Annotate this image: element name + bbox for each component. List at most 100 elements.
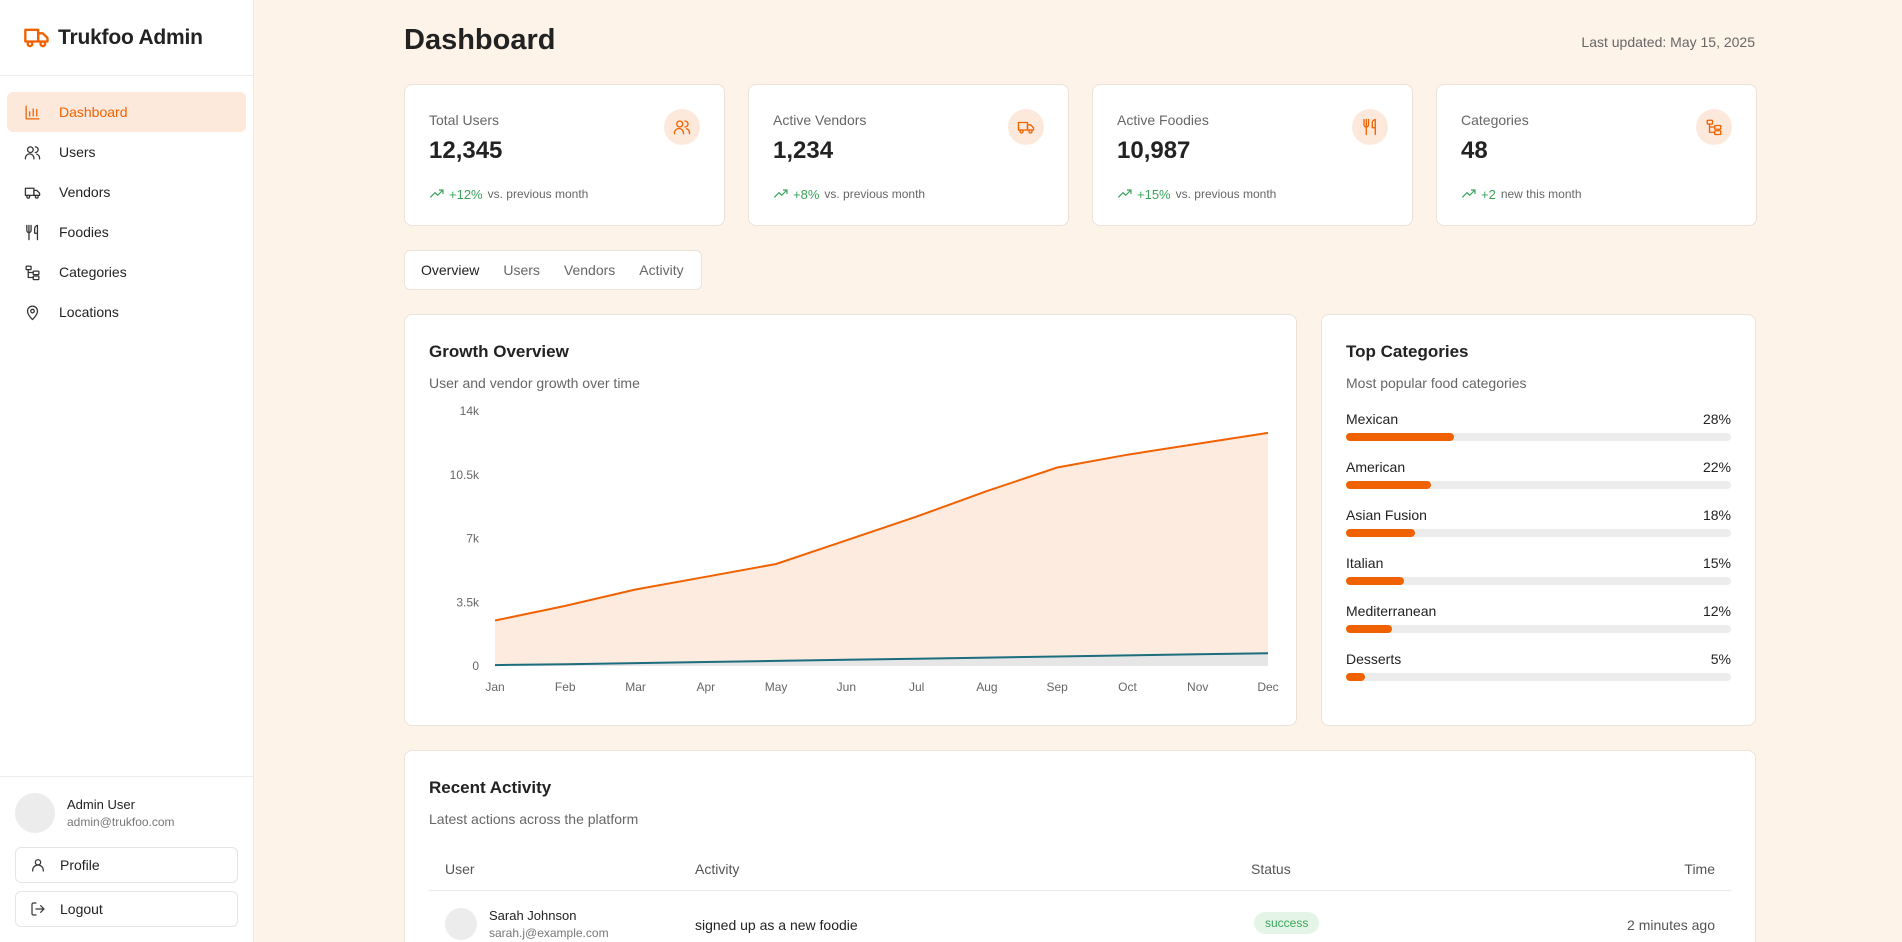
category-row: Italian 15% bbox=[1346, 555, 1731, 595]
sidebar-item-users[interactable]: Users bbox=[7, 132, 246, 172]
category-progress-track bbox=[1346, 577, 1731, 585]
sidebar-footer: Admin User admin@trukfoo.com Profile Log… bbox=[0, 776, 253, 942]
x-tick-label: Feb bbox=[555, 680, 576, 694]
y-tick-label: 14k bbox=[460, 404, 480, 418]
series-2-line bbox=[494, 652, 1269, 667]
growth-chart: 0 3.5k 7k 10.5k 14k Jan Feb Mar Apr May Jun Jul Aug S… bbox=[450, 404, 1279, 694]
tab-vendors[interactable]: Vendors bbox=[563, 262, 616, 278]
truck-icon bbox=[1017, 121, 1035, 134]
stat-trend: +15% vs. previous month bbox=[1117, 186, 1276, 202]
category-row: Mexican 28% bbox=[1346, 411, 1731, 451]
category-row: Desserts 5% bbox=[1346, 651, 1731, 691]
sidebar-item-label: Locations bbox=[59, 304, 119, 320]
brand[interactable]: Trukfoo Admin bbox=[0, 0, 253, 76]
status-badge: success bbox=[1254, 912, 1320, 934]
stat-label: Active Vendors bbox=[773, 112, 867, 128]
stat-value: 12,345 bbox=[429, 137, 503, 164]
y-tick-label: 0 bbox=[472, 659, 479, 673]
tab-users[interactable]: Users bbox=[503, 262, 540, 278]
trend-value: +8% bbox=[793, 186, 820, 202]
column-header-time: Time bbox=[1684, 861, 1715, 877]
truck-logo-icon bbox=[24, 28, 49, 47]
row-activity: signed up as a new foodie bbox=[695, 917, 858, 933]
utensils-icon bbox=[26, 224, 39, 240]
tab-activity[interactable]: Activity bbox=[639, 262, 684, 278]
category-name: American bbox=[1346, 459, 1406, 475]
stat-trend: +8% vs. previous month bbox=[773, 186, 925, 202]
category-progress-track bbox=[1346, 433, 1731, 441]
panel-subtitle: Most popular food categories bbox=[1346, 375, 1527, 391]
sidebar-item-categories[interactable]: Categories bbox=[7, 252, 246, 292]
trending-up-icon bbox=[1461, 189, 1476, 198]
sidebar-item-foodies[interactable]: Foodies bbox=[7, 212, 246, 252]
panel-title: Growth Overview bbox=[429, 342, 569, 361]
trend-value: +15% bbox=[1137, 186, 1171, 202]
category-progress-track bbox=[1346, 625, 1731, 633]
recent-activity-panel: Recent Activity Latest actions across th… bbox=[404, 750, 1756, 942]
category-percent: 18% bbox=[1702, 507, 1731, 523]
bar-chart-icon bbox=[25, 104, 40, 120]
map-pin-icon bbox=[26, 305, 39, 320]
column-header-activity: Activity bbox=[695, 861, 740, 877]
panel-title: Recent Activity bbox=[429, 778, 552, 797]
sidebar-item-label: Foodies bbox=[59, 224, 109, 240]
users-icon bbox=[24, 145, 41, 160]
category-name: Italian bbox=[1346, 555, 1384, 571]
category-percent: 22% bbox=[1702, 459, 1731, 475]
category-progress-fill bbox=[1346, 481, 1431, 489]
avatar bbox=[445, 908, 477, 940]
logout-button[interactable]: Logout bbox=[15, 891, 238, 927]
category-progress-fill bbox=[1346, 625, 1393, 633]
sidebar-item-locations[interactable]: Locations bbox=[7, 292, 246, 332]
last-updated: Last updated: May 15, 2025 bbox=[1581, 34, 1755, 50]
stat-trend: +12% vs. previous month bbox=[429, 186, 588, 202]
category-name: Asian Fusion bbox=[1346, 507, 1427, 523]
category-percent: 5% bbox=[1710, 651, 1731, 667]
stat-icon bbox=[1352, 109, 1388, 145]
stat-trend: +2 new this month bbox=[1461, 186, 1582, 202]
stat-value: 10,987 bbox=[1117, 137, 1191, 164]
folder-tree-icon bbox=[25, 264, 40, 280]
sidebar-item-label: Dashboard bbox=[59, 104, 128, 120]
sidebar-item-vendors[interactable]: Vendors bbox=[7, 172, 246, 212]
series-1-area bbox=[495, 432, 1268, 666]
category-name: Desserts bbox=[1346, 651, 1402, 667]
column-header-status: Status bbox=[1251, 861, 1291, 877]
x-tick-label: Jul bbox=[909, 680, 924, 694]
category-percent: 12% bbox=[1702, 603, 1731, 619]
profile-button[interactable]: Profile bbox=[15, 847, 238, 883]
trending-up-icon bbox=[1117, 189, 1132, 198]
x-tick-label: Mar bbox=[625, 680, 646, 694]
stat-card-active-vendors: Active Vendors 1,234 +8% vs. previous mo… bbox=[748, 84, 1069, 226]
table-row[interactable]: Sarah Johnson sarah.j@example.com signed… bbox=[429, 893, 1731, 942]
trend-note: vs. previous month bbox=[1175, 187, 1277, 201]
stat-card-categories: Categories 48 +2 new this month bbox=[1436, 84, 1757, 226]
category-row: Asian Fusion 18% bbox=[1346, 507, 1731, 547]
admin-name: Admin User bbox=[67, 797, 135, 812]
category-progress-fill bbox=[1346, 529, 1416, 537]
category-progress-track bbox=[1346, 529, 1731, 537]
y-tick-label: 7k bbox=[466, 532, 480, 546]
panel-subtitle: User and vendor growth over time bbox=[429, 375, 640, 391]
trend-value: +12% bbox=[449, 186, 483, 202]
stat-label: Categories bbox=[1461, 112, 1529, 128]
admin-email: admin@trukfoo.com bbox=[67, 815, 175, 829]
sidebar-item-label: Users bbox=[59, 144, 96, 160]
tab-overview[interactable]: Overview bbox=[421, 262, 480, 278]
category-progress-fill bbox=[1346, 673, 1366, 681]
category-progress-track bbox=[1346, 481, 1731, 489]
sidebar-item-dashboard[interactable]: Dashboard bbox=[7, 92, 246, 132]
trending-up-icon bbox=[429, 189, 444, 198]
stat-value: 1,234 bbox=[773, 137, 834, 164]
sidebar-item-label: Vendors bbox=[59, 184, 111, 200]
x-tick-label: Aug bbox=[976, 680, 997, 694]
utensils-icon bbox=[1363, 118, 1376, 136]
user-icon bbox=[32, 859, 44, 872]
y-tick-label: 10.5k bbox=[450, 468, 480, 482]
dashboard-tabs: Overview Users Vendors Activity bbox=[404, 250, 702, 290]
row-time: 2 minutes ago bbox=[1627, 917, 1715, 933]
table-header: User Activity Status Time bbox=[429, 851, 1731, 891]
sidebar-nav: Dashboard Users Vendors Foodies Categori… bbox=[0, 76, 253, 332]
page-title: Dashboard bbox=[404, 24, 556, 56]
stat-label: Total Users bbox=[429, 112, 500, 128]
